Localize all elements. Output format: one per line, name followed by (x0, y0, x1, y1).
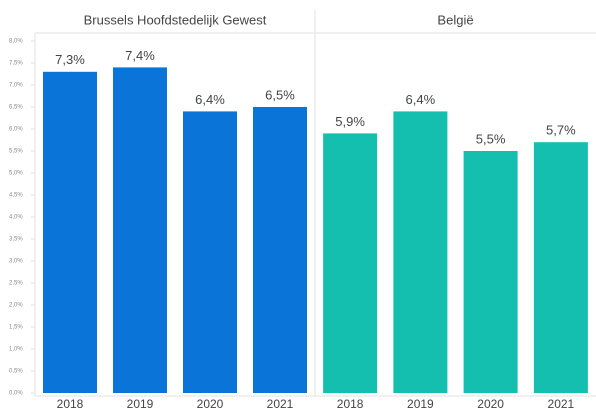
x-tick-label: 2020 (477, 397, 504, 409)
y-tick-label: 4,5% (9, 193, 23, 199)
x-tick-label: 2019 (127, 397, 154, 409)
y-tick-label: 2,5% (9, 281, 23, 287)
y-tick-label: 3,5% (9, 237, 23, 243)
value-label: 7,3% (55, 52, 85, 67)
bar (533, 142, 588, 393)
value-label: 7,4% (125, 48, 155, 63)
y-tick-label: 3,0% (9, 259, 23, 265)
y-tick-label: 1,0% (9, 347, 23, 353)
bar (253, 107, 307, 393)
value-label: 5,5% (476, 131, 506, 146)
y-tick-label: 1,5% (9, 325, 23, 331)
y-tick-label: 4,0% (9, 215, 23, 221)
value-label: 5,9% (335, 114, 365, 129)
bar (323, 133, 378, 393)
x-tick-label: 2018 (57, 397, 84, 409)
y-tick-label: 6,0% (9, 127, 23, 133)
value-label: 6,5% (265, 87, 295, 102)
x-tick-label: 2018 (337, 397, 364, 409)
y-tick-label: 5,5% (9, 149, 23, 155)
y-tick-label: 2,0% (9, 303, 23, 309)
bar (463, 151, 518, 393)
x-tick-label: 2021 (267, 397, 294, 409)
value-label: 6,4% (406, 92, 436, 107)
y-tick-label: 7,5% (9, 61, 23, 67)
panel-title: Brussels Hoofdstedelijk Gewest (84, 12, 267, 27)
bar (393, 111, 448, 394)
y-tick-label: 7,0% (9, 83, 23, 89)
value-label: 6,4% (195, 92, 225, 107)
bar (113, 67, 167, 394)
panel-title: België (437, 12, 473, 27)
x-tick-label: 2019 (407, 397, 434, 409)
y-tick-label: 0,0% (9, 391, 23, 397)
y-tick-label: 6,5% (9, 105, 23, 111)
y-tick-label: 8,0% (9, 39, 23, 45)
x-tick-label: 2021 (548, 397, 575, 409)
value-label: 5,7% (546, 123, 576, 138)
x-tick-label: 2020 (197, 397, 224, 409)
bar (183, 111, 237, 394)
y-tick-label: 0,5% (9, 369, 23, 375)
bar (43, 71, 97, 394)
y-tick-label: 5,0% (9, 171, 23, 177)
